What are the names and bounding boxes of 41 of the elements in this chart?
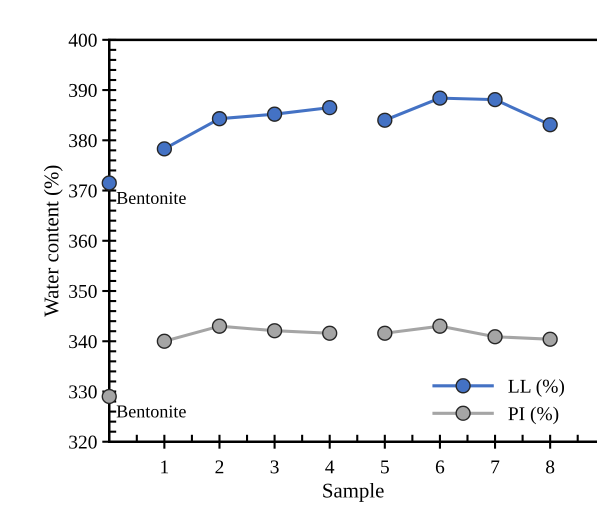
annotation: Bentonite — [116, 405, 186, 418]
point — [542, 117, 558, 132]
x-tick-label: 4 — [325, 460, 334, 474]
x-tick-label: 3 — [270, 460, 279, 474]
y-tick-label: 320 — [69, 436, 97, 449]
legend-label: PI (%) — [508, 406, 558, 424]
point — [266, 106, 282, 122]
point — [266, 323, 282, 338]
y-tick-label: 370 — [69, 184, 97, 198]
y-tick-label: 330 — [69, 385, 97, 398]
point — [102, 175, 117, 191]
x-tick-label: 6 — [436, 460, 444, 474]
y-tick-label: 380 — [69, 134, 97, 148]
point — [432, 318, 448, 334]
legend-label: LL (%) — [508, 379, 564, 397]
y-tick-label: 360 — [69, 234, 97, 248]
point — [156, 141, 172, 156]
y-tick-label: 390 — [69, 84, 97, 97]
point — [377, 112, 392, 128]
point — [212, 111, 228, 126]
y-axis-title: Water content (%) — [44, 166, 63, 317]
x-tick-label: 7 — [491, 460, 500, 474]
x-axis-title: Sample — [323, 482, 384, 502]
point — [156, 334, 172, 349]
point — [102, 388, 117, 404]
point — [322, 326, 338, 341]
y-tick-label: 340 — [69, 335, 97, 348]
point — [212, 318, 228, 334]
point — [542, 332, 558, 347]
x-tick-label: 8 — [546, 460, 554, 474]
point — [487, 329, 503, 344]
point — [432, 90, 448, 106]
x-tick-label: 5 — [381, 460, 389, 474]
x-tick-label: 1 — [161, 460, 168, 474]
y-tick-label: 350 — [69, 284, 97, 298]
y-tick-label: 400 — [68, 34, 97, 47]
annotation: Bentonite — [116, 192, 186, 204]
point — [322, 100, 338, 116]
x-tick-label: 2 — [215, 460, 224, 474]
point — [377, 326, 392, 341]
point — [487, 92, 503, 108]
